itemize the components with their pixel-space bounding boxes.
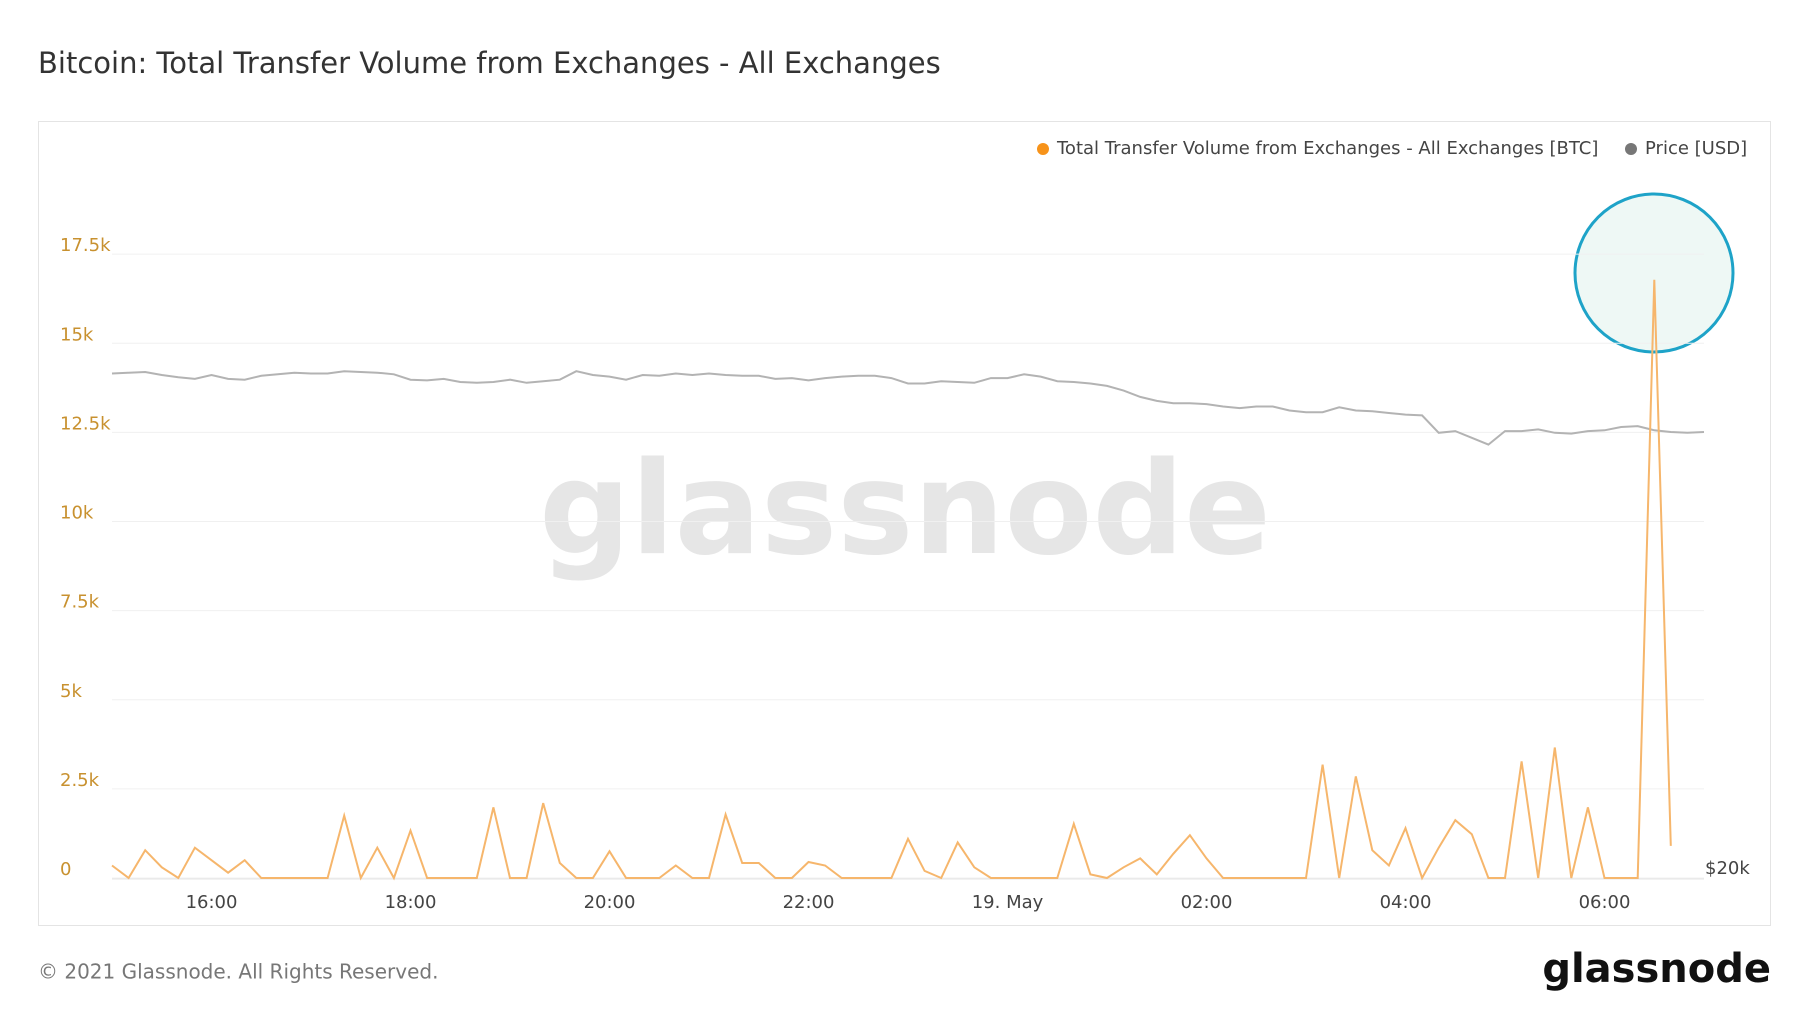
y-tick-label: 17.5k — [60, 235, 111, 256]
chart-title: Bitcoin: Total Transfer Volume from Exch… — [38, 46, 941, 80]
y-tick-label: 10k — [60, 503, 94, 524]
y2-tick-label: $20k — [1705, 858, 1750, 879]
x-tick-label: 04:00 — [1380, 892, 1432, 913]
y-tick-label: 0 — [60, 859, 71, 880]
legend-label: Total Transfer Volume from Exchanges - A… — [1056, 138, 1598, 159]
series-line — [111, 370, 1705, 446]
legend-marker — [1037, 143, 1049, 155]
x-tick-label: 19. May — [972, 892, 1044, 913]
y-tick-label: 2.5k — [60, 770, 100, 791]
footer: © 2021 Glassnode. All Rights Reserved. — [38, 960, 438, 984]
watermark: glassnode — [539, 435, 1271, 584]
chart-frame — [38, 121, 1771, 926]
series-line — [111, 279, 1672, 881]
y-tick-label: 5k — [60, 681, 82, 702]
legend-label: Price [USD] — [1645, 138, 1747, 159]
x-tick-label: 22:00 — [783, 892, 835, 913]
highlight-circle — [1573, 192, 1735, 354]
y-tick-label: 12.5k — [60, 413, 111, 434]
legend-marker — [1625, 143, 1637, 155]
x-tick-label: 16:00 — [186, 892, 238, 913]
y-tick-label: 15k — [60, 324, 94, 345]
x-tick-label: 06:00 — [1579, 892, 1631, 913]
x-tick-label: 02:00 — [1181, 892, 1233, 913]
logo: glassnode — [1542, 946, 1771, 992]
x-tick-label: 20:00 — [584, 892, 636, 913]
x-tick-label: 18:00 — [385, 892, 437, 913]
y-tick-label: 7.5k — [60, 592, 100, 613]
